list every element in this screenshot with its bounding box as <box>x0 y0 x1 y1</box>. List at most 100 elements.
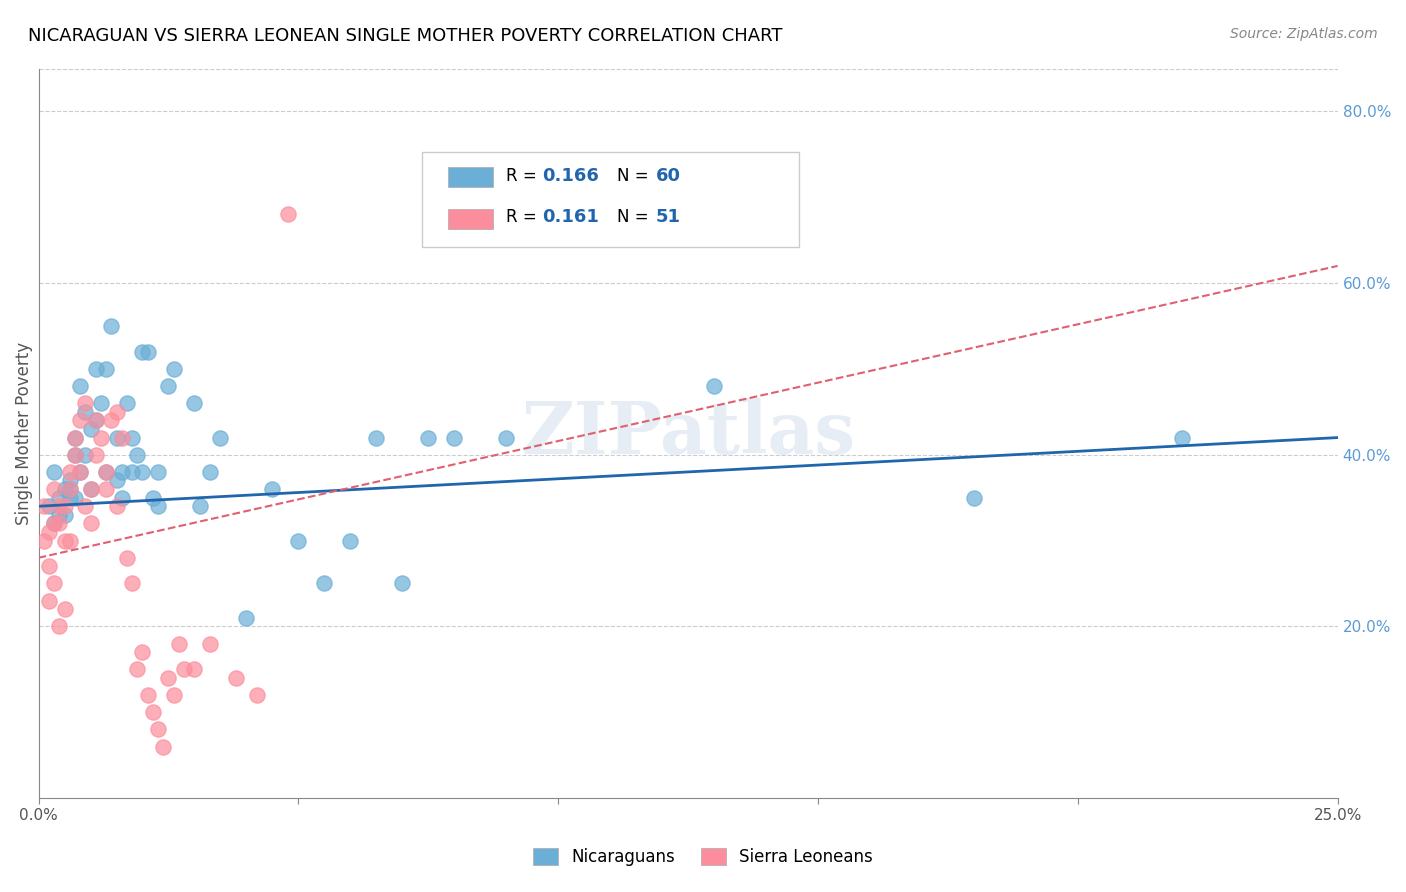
Nicaraguans <box>146 465 169 479</box>
Nicaraguans <box>188 500 211 514</box>
Nicaraguans <box>105 474 128 488</box>
Nicaraguans <box>157 379 180 393</box>
Nicaraguans <box>59 482 82 496</box>
Sierra Leoneans <box>111 431 134 445</box>
Nicaraguans <box>703 379 725 393</box>
Nicaraguans <box>131 344 153 359</box>
Sierra Leoneans <box>75 396 97 410</box>
Nicaraguans <box>75 405 97 419</box>
Sierra Leoneans <box>38 524 60 539</box>
Sierra Leoneans <box>63 431 86 445</box>
Nicaraguans <box>59 491 82 505</box>
FancyBboxPatch shape <box>422 153 799 247</box>
Sierra Leoneans <box>32 533 55 548</box>
Nicaraguans <box>84 362 107 376</box>
Text: 60: 60 <box>655 167 681 185</box>
Nicaraguans <box>84 413 107 427</box>
Sierra Leoneans <box>277 207 299 221</box>
Nicaraguans <box>183 396 205 410</box>
Nicaraguans <box>1171 431 1194 445</box>
Sierra Leoneans <box>63 448 86 462</box>
Sierra Leoneans <box>53 500 76 514</box>
Nicaraguans <box>163 362 186 376</box>
Nicaraguans <box>105 431 128 445</box>
Sierra Leoneans <box>127 662 149 676</box>
Nicaraguans <box>44 465 66 479</box>
Sierra Leoneans <box>94 482 117 496</box>
Sierra Leoneans <box>44 576 66 591</box>
Text: N =: N = <box>617 208 654 226</box>
Nicaraguans <box>495 431 517 445</box>
Text: 0.161: 0.161 <box>543 208 599 226</box>
Text: R =: R = <box>506 167 543 185</box>
Text: Source: ZipAtlas.com: Source: ZipAtlas.com <box>1230 27 1378 41</box>
Nicaraguans <box>963 491 986 505</box>
Nicaraguans <box>198 465 221 479</box>
Nicaraguans <box>79 422 101 436</box>
Sierra Leoneans <box>79 516 101 531</box>
Sierra Leoneans <box>69 413 91 427</box>
Nicaraguans <box>391 576 413 591</box>
Nicaraguans <box>79 482 101 496</box>
Nicaraguans <box>131 465 153 479</box>
Text: R =: R = <box>506 208 543 226</box>
Sierra Leoneans <box>173 662 195 676</box>
Sierra Leoneans <box>90 431 112 445</box>
Nicaraguans <box>121 465 143 479</box>
Nicaraguans <box>314 576 336 591</box>
Nicaraguans <box>48 508 70 522</box>
Nicaraguans <box>53 482 76 496</box>
Sierra Leoneans <box>44 516 66 531</box>
Nicaraguans <box>142 491 165 505</box>
Nicaraguans <box>100 318 122 333</box>
Sierra Leoneans <box>94 465 117 479</box>
Sierra Leoneans <box>69 465 91 479</box>
Sierra Leoneans <box>59 533 82 548</box>
Nicaraguans <box>418 431 440 445</box>
Sierra Leoneans <box>198 636 221 650</box>
Bar <box>447 167 494 187</box>
Sierra Leoneans <box>105 500 128 514</box>
Nicaraguans <box>127 448 149 462</box>
Text: ZIPatlas: ZIPatlas <box>522 398 855 469</box>
Sierra Leoneans <box>105 405 128 419</box>
Nicaraguans <box>48 491 70 505</box>
Nicaraguans <box>38 500 60 514</box>
Sierra Leoneans <box>53 533 76 548</box>
Nicaraguans <box>115 396 138 410</box>
Nicaraguans <box>53 508 76 522</box>
Text: NICARAGUAN VS SIERRA LEONEAN SINGLE MOTHER POVERTY CORRELATION CHART: NICARAGUAN VS SIERRA LEONEAN SINGLE MOTH… <box>28 27 783 45</box>
Sierra Leoneans <box>131 645 153 659</box>
Nicaraguans <box>94 465 117 479</box>
Sierra Leoneans <box>167 636 190 650</box>
Sierra Leoneans <box>38 593 60 607</box>
Nicaraguans <box>599 190 621 204</box>
Sierra Leoneans <box>48 619 70 633</box>
Nicaraguans <box>94 362 117 376</box>
Sierra Leoneans <box>75 500 97 514</box>
Sierra Leoneans <box>246 688 269 702</box>
Sierra Leoneans <box>84 448 107 462</box>
Nicaraguans <box>547 225 569 239</box>
Sierra Leoneans <box>38 559 60 574</box>
Sierra Leoneans <box>48 516 70 531</box>
Nicaraguans <box>136 344 159 359</box>
Sierra Leoneans <box>32 500 55 514</box>
Sierra Leoneans <box>79 482 101 496</box>
Sierra Leoneans <box>142 705 165 719</box>
Nicaraguans <box>63 448 86 462</box>
Sierra Leoneans <box>44 482 66 496</box>
Nicaraguans <box>69 379 91 393</box>
Nicaraguans <box>90 396 112 410</box>
Text: 0.166: 0.166 <box>543 167 599 185</box>
Sierra Leoneans <box>48 500 70 514</box>
Bar <box>447 209 494 229</box>
Nicaraguans <box>111 491 134 505</box>
Sierra Leoneans <box>225 671 247 685</box>
Nicaraguans <box>75 448 97 462</box>
Sierra Leoneans <box>100 413 122 427</box>
Nicaraguans <box>69 465 91 479</box>
Nicaraguans <box>339 533 361 548</box>
Nicaraguans <box>235 611 257 625</box>
Nicaraguans <box>443 431 465 445</box>
